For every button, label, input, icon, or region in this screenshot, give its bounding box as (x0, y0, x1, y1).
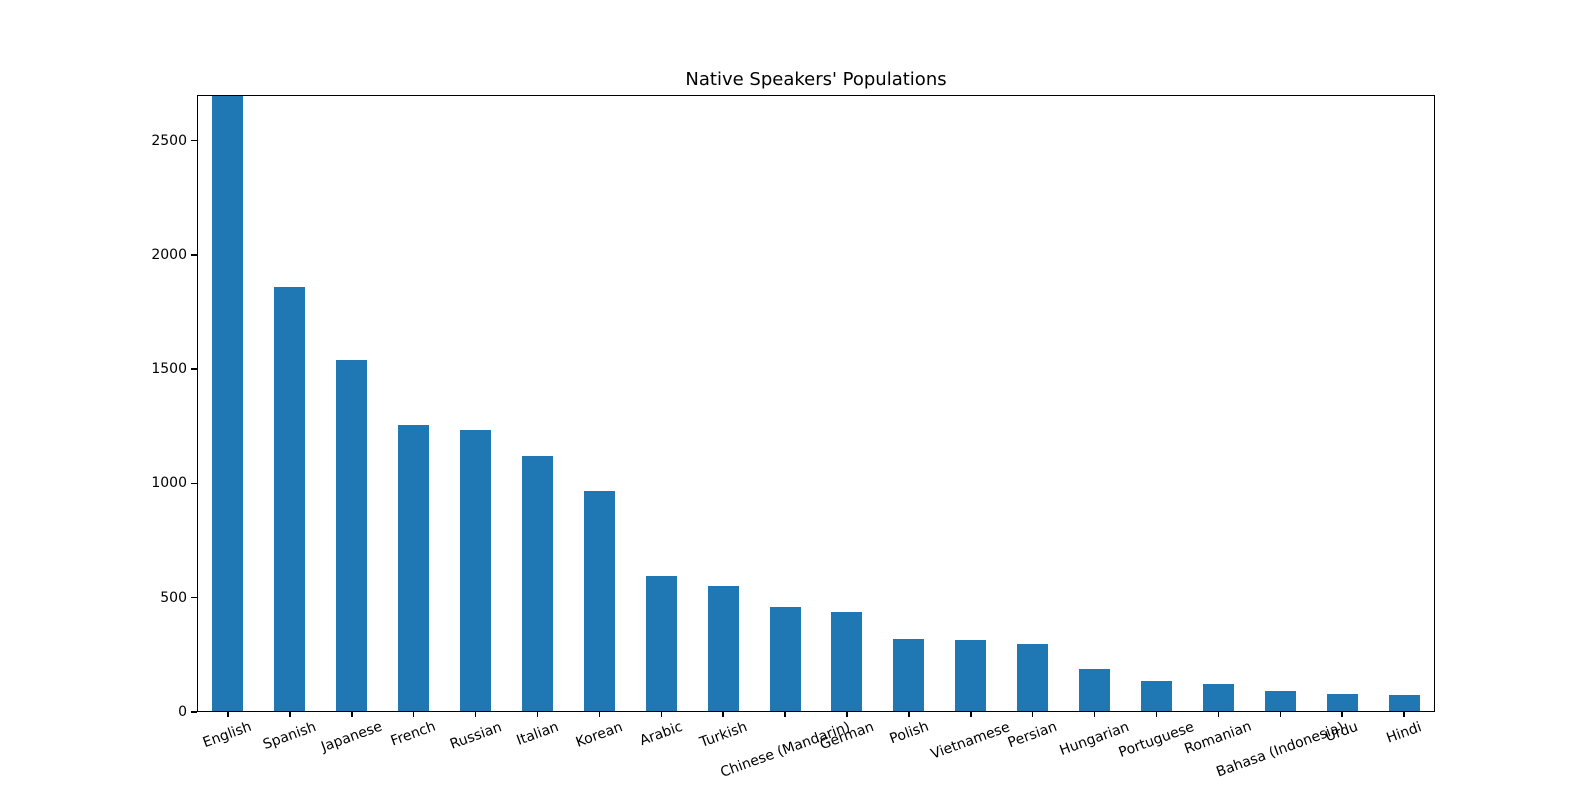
bar-russian (460, 429, 491, 712)
x-axis-tick (227, 712, 229, 717)
bar-korean (583, 490, 615, 712)
x-axis-tick (1403, 712, 1405, 717)
y-tick-label-500: 500 (160, 589, 187, 606)
x-axis-tick (660, 712, 662, 717)
y-axis-tick (191, 596, 197, 599)
bar-hungarian (1079, 669, 1110, 712)
x-axis-tick (536, 712, 539, 717)
x-axis-tick (1341, 712, 1343, 717)
x-axis-tick (846, 712, 848, 717)
bar-japanese (336, 360, 368, 712)
bar-turkish (707, 585, 739, 712)
x-axis-tick (784, 712, 786, 717)
bar-italian (521, 455, 553, 712)
plot-area (197, 95, 1435, 712)
x-tick-label-italian: Italian (514, 718, 561, 749)
x-tick-label-hindi: Hindi (1384, 718, 1424, 747)
x-axis-tick (908, 712, 910, 717)
x-tick-label-korean: Korean (573, 719, 625, 751)
y-axis-tick (191, 139, 197, 142)
x-axis-tick (598, 712, 601, 717)
y-tick-label-0: 0 (178, 704, 187, 720)
x-axis-tick (970, 712, 972, 717)
y-tick-label-2500: 2500 (151, 132, 187, 149)
bar-french (398, 425, 430, 712)
bar-german (831, 612, 863, 712)
x-axis-tick (1093, 712, 1096, 717)
bar-english (212, 95, 244, 712)
x-tick-label-turkish: Turkish (697, 718, 750, 751)
y-tick-label-1000: 1000 (151, 475, 187, 492)
bar-urdu (1326, 693, 1358, 712)
x-axis-tick (1217, 712, 1220, 717)
x-axis-tick (1155, 712, 1158, 717)
bar-arabic (645, 575, 677, 712)
x-tick-label-arabic: Arabic (637, 718, 686, 750)
x-tick-label-english: English (201, 719, 255, 752)
chart-title: Native Speakers' Populations (685, 69, 947, 90)
bar-vietnamese (955, 640, 987, 712)
x-axis-tick (474, 712, 477, 717)
bar-hindi (1388, 694, 1420, 712)
y-tick-label-2000: 2000 (151, 246, 187, 263)
x-axis-tick (722, 712, 724, 717)
x-axis-tick (1279, 712, 1281, 717)
y-axis-tick (191, 711, 197, 713)
bar-chinese-mandarin (769, 606, 801, 712)
bar-portuguese (1140, 680, 1172, 712)
y-axis-tick (191, 368, 197, 370)
x-axis-tick (289, 712, 291, 717)
x-tick-label-spanish: Spanish (261, 718, 319, 753)
x-tick-label-persian: Persian (1005, 718, 1060, 752)
x-axis-tick (351, 712, 353, 717)
y-axis-tick (191, 482, 197, 485)
x-tick-label-russian: Russian (447, 718, 504, 753)
x-tick-label-french: French (388, 719, 439, 750)
y-axis-tick (191, 254, 197, 256)
bar-spanish (274, 286, 306, 712)
x-tick-label-vietnamese: Vietnamese (929, 718, 1013, 763)
bar-romanian (1202, 683, 1234, 712)
x-axis-tick (412, 712, 415, 717)
bar-persian (1017, 644, 1049, 712)
x-tick-label-polish: Polish (887, 718, 931, 748)
bar-bahasa-indonesia (1264, 690, 1296, 712)
y-tick-label-1500: 1500 (151, 361, 187, 378)
bar-polish (893, 638, 925, 712)
x-tick-label-japanese: Japanese (318, 719, 385, 756)
x-axis-tick (1031, 712, 1034, 717)
